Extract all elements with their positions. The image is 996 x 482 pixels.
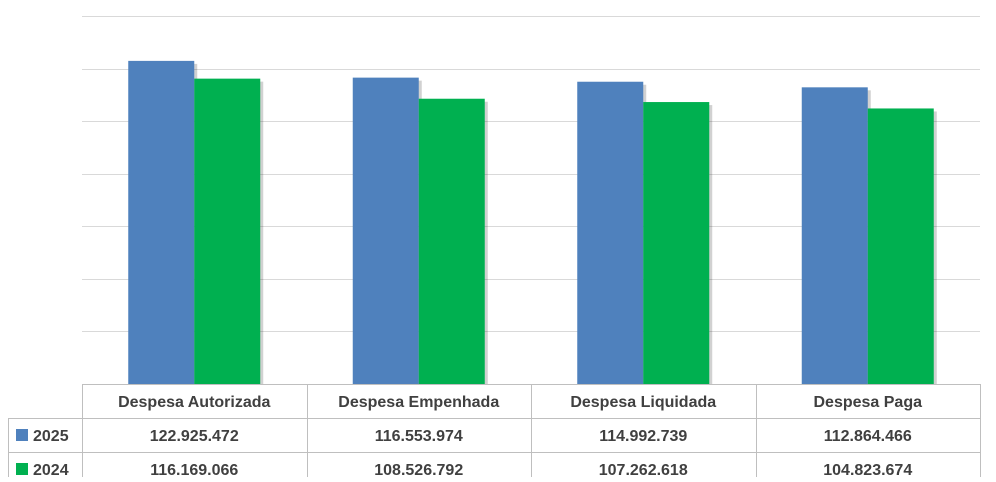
data-label: 116.169.066 <box>150 462 238 477</box>
data-label: 122.925.472 <box>150 428 239 445</box>
data-label: 107.262.618 <box>599 462 688 477</box>
legend-key-2024 <box>16 463 28 475</box>
data-label: 114.992.739 <box>599 428 687 445</box>
bar-2024-0 <box>194 78 261 385</box>
bar-2025-2 <box>577 81 644 384</box>
legend-key-2025 <box>16 429 28 441</box>
bar-2024-1 <box>418 98 485 384</box>
category-label: Despesa Paga <box>813 394 922 411</box>
bar-2024-2 <box>643 102 710 384</box>
category-label: Despesa Liquidada <box>570 394 716 411</box>
data-table: Despesa Autorizada Despesa Empenhada Despe… <box>8 384 981 479</box>
data-label: 116.553.974 <box>375 428 463 445</box>
bar-2024-3 <box>867 108 934 384</box>
bars <box>128 60 937 385</box>
data-label: 112.864.466 <box>824 428 912 445</box>
legend-label-2024: 2024 <box>33 462 69 477</box>
category-label: Despesa Empenhada <box>338 394 499 411</box>
data-label: 108.526.792 <box>374 462 463 477</box>
bar-2025-0 <box>128 60 195 384</box>
category-label: Despesa Autorizada <box>118 394 270 411</box>
data-label: 104.823.674 <box>823 462 912 477</box>
bar-2025-1 <box>352 77 419 385</box>
bar-2025-3 <box>801 87 868 384</box>
legend-label-2025: 2025 <box>33 428 69 445</box>
